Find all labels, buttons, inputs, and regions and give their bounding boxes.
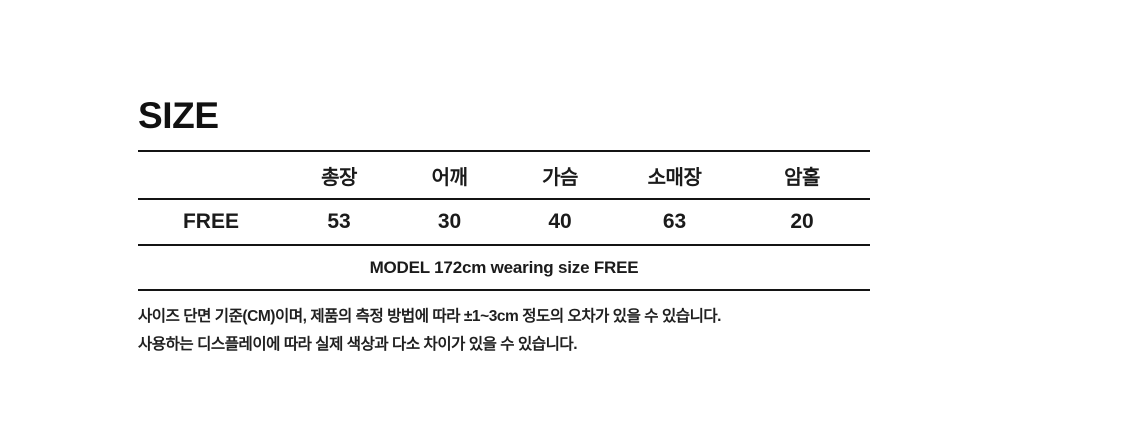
note-display-color: 사용하는 디스플레이에 따라 실제 색상과 다소 차이가 있을 수 있습니다. [138,336,578,353]
size-table-container: 총장 어깨 가슴 소매장 암홀 FREE 53 30 40 63 20 MODE… [138,150,870,292]
table-bottom-rule [138,289,870,292]
model-note-row: MODEL 172cm wearing size FREE [138,244,870,290]
header-column-amhol: 암홀 [734,150,870,199]
cell-gaseum: 40 [505,198,615,245]
table-row: FREE 53 30 40 63 20 [138,198,870,245]
cell-amhol: 20 [734,198,870,245]
header-column-eokkae: 어깨 [394,150,505,199]
page-title: SIZE [138,95,219,136]
header-size-label [138,150,284,199]
size-table: 총장 어깨 가슴 소매장 암홀 FREE 53 30 40 63 20 MODE… [138,150,870,292]
cell-eokkae: 30 [394,198,505,245]
table-header-row: 총장 어깨 가슴 소매장 암홀 [138,150,870,199]
model-note-text: MODEL 172cm wearing size FREE [138,244,870,290]
notes-block: 사이즈 단면 기준(CM)이며, 제품의 측정 방법에 따라 ±1~3cm 정도… [138,303,898,359]
cell-chongjang: 53 [284,198,394,245]
cell-somaejang: 63 [615,198,734,245]
note-measurement-tolerance: 사이즈 단면 기준(CM)이며, 제품의 측정 방법에 따라 ±1~3cm 정도… [138,308,722,325]
header-column-chongjang: 총장 [284,150,394,199]
header-column-somaejang: 소매장 [615,150,734,199]
header-column-gaseum: 가슴 [505,150,615,199]
table-bottom-rule-cell [138,289,870,292]
cell-size-label: FREE [138,198,284,245]
